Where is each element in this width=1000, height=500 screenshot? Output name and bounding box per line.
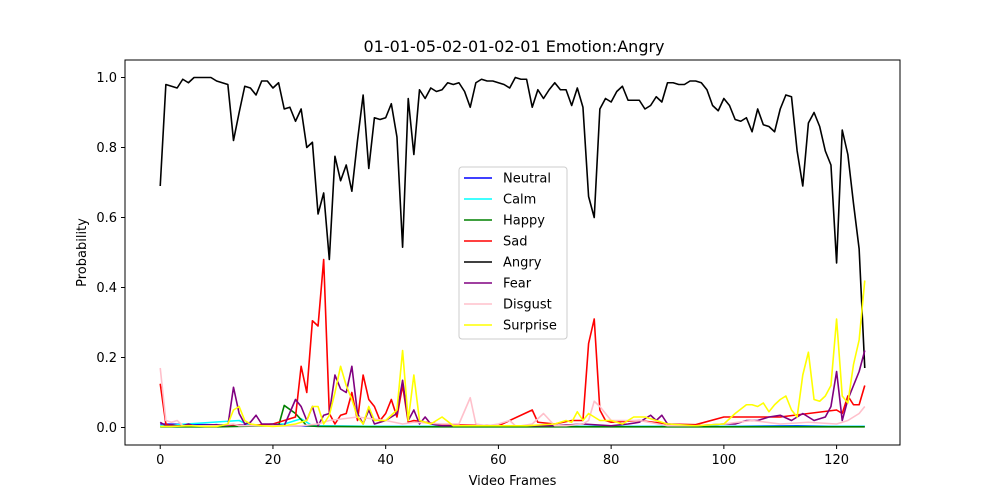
x-axis-ticks: 0 20 40 60 80 100 120: [156, 445, 849, 468]
legend-label-fear: Fear: [503, 277, 532, 292]
legend-label-happy: Happy: [503, 214, 545, 229]
y-tick-label: 0.6: [96, 211, 117, 226]
series-line-fear: [159, 350, 866, 427]
x-tick-label: 20: [265, 453, 282, 468]
series-line-surprise: [160, 280, 866, 428]
chart-title: 01-01-05-02-01-02-01 Emotion:Angry: [363, 37, 664, 56]
y-tick-label: 0.4: [96, 281, 117, 296]
y-tick-label: 0.2: [96, 351, 117, 366]
y-tick-label: 1.0: [96, 71, 117, 86]
series-layer: [159, 76, 866, 428]
y-tick-label: 0.8: [96, 141, 117, 156]
legend-label-disgust: Disgust: [503, 298, 552, 313]
legend-label-neutral: Neutral: [503, 172, 551, 187]
y-axis-ticks: 0.0 0.2 0.4 0.6 0.8 1.0: [96, 71, 125, 436]
y-axis-label: Probability: [75, 218, 90, 287]
legend-label-angry: Angry: [503, 256, 542, 271]
x-tick-label: 0: [156, 453, 164, 468]
legend-label-calm: Calm: [503, 193, 536, 208]
legend: Neutral Calm Happy Sad Angry Fear Disgust Surpr…: [458, 166, 568, 340]
legend-label-sad: Sad: [503, 235, 527, 250]
legend-box: [458, 166, 568, 340]
plot-area-frame: [124, 59, 901, 446]
x-axis-label: Video Frames: [469, 474, 557, 489]
x-tick-label: 40: [377, 453, 394, 468]
x-tick-label: 120: [824, 453, 849, 468]
x-tick-label: 100: [711, 453, 736, 468]
series-line-angry: [159, 76, 866, 369]
x-tick-label: 60: [490, 453, 507, 468]
y-tick-label: 0.0: [96, 421, 117, 436]
legend-label-surprise: Surprise: [503, 319, 557, 334]
x-tick-label: 80: [603, 453, 620, 468]
